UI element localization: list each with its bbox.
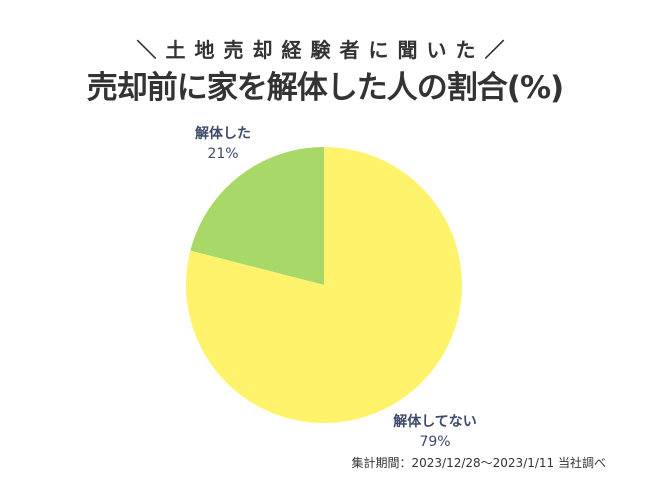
slice-percent: 21% [207,146,239,162]
slice-label-kaitai-shita: 解体した 21% [168,124,278,164]
survey-period-note: 集計期間：2023/12/28〜2023/1/11 当社調べ [351,456,606,470]
slice-label-kaitai-shitenai: 解体してない 79% [370,412,500,452]
chart-title: 売却前に家を解体した人の割合(%) [86,70,564,106]
slice-name: 解体してない [393,414,477,430]
pie-slice-kaitai-shitenai [186,147,463,423]
chart-subtitle: ＼土地売却経験者に聞いた／ [136,38,514,62]
slice-name: 解体した [195,126,251,142]
slice-percent: 79% [419,434,451,450]
pie-slice-kaitai-shita [190,147,324,285]
